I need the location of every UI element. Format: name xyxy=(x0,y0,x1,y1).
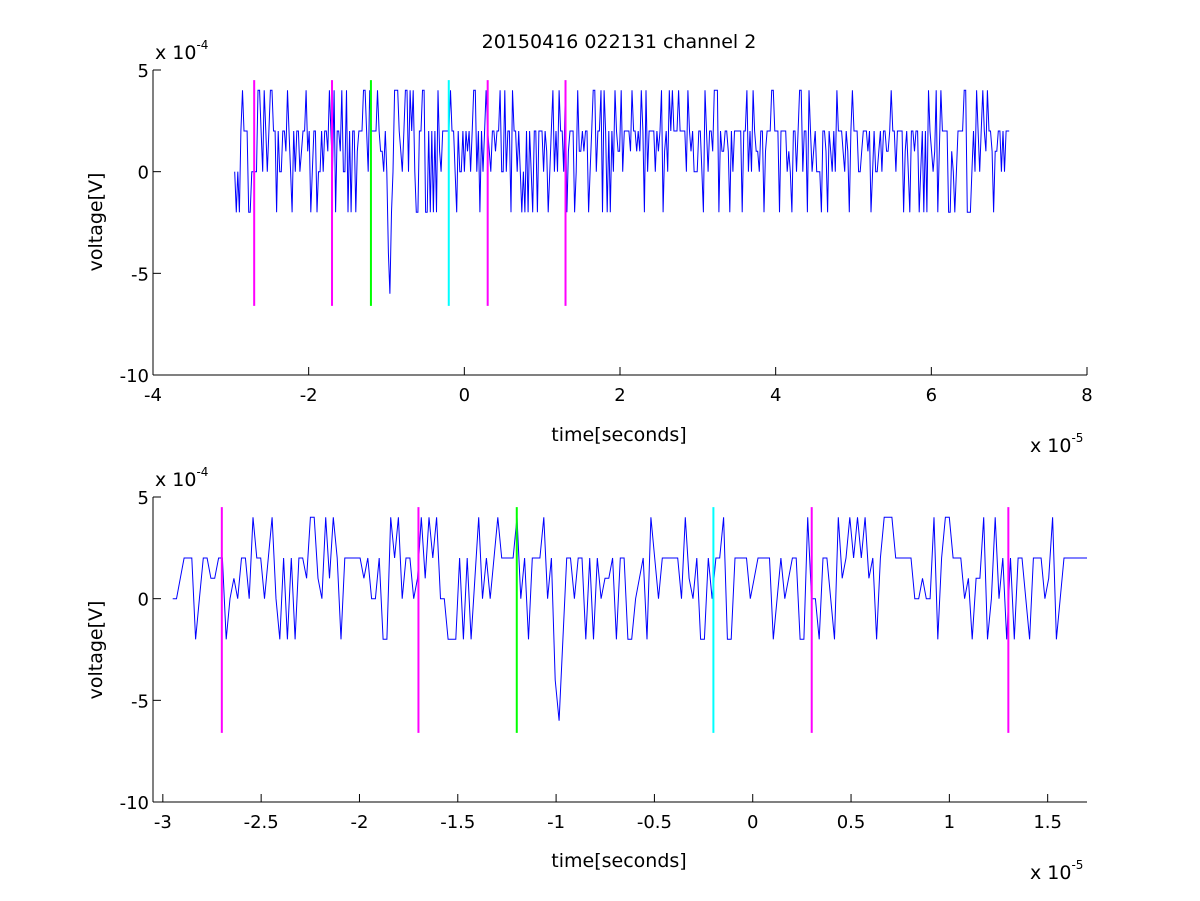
x-tick-label: 0 xyxy=(459,385,470,406)
x-tick-label: 8 xyxy=(1081,385,1092,406)
x-multiplier-exponent: -5 xyxy=(1071,431,1083,445)
x-tick-label: -0.5 xyxy=(637,812,672,833)
x-tick-label: -1 xyxy=(547,812,565,833)
x-multiplier: x 10-5 xyxy=(1030,858,1083,884)
x-tick-label: -2 xyxy=(350,812,368,833)
markers-group xyxy=(220,507,1010,733)
x-tick-label: 6 xyxy=(926,385,937,406)
y-axis-label: voltage[V] xyxy=(85,173,107,272)
y-tick-label: -5 xyxy=(131,264,149,285)
y-multiplier-exponent: -4 xyxy=(196,465,208,479)
x-tick-label: 0 xyxy=(747,812,758,833)
y-axis-label: voltage[V] xyxy=(85,601,107,700)
x-tick-label: 4 xyxy=(770,385,781,406)
x-tick-label: 0.5 xyxy=(837,812,866,833)
x-axis-label: time[seconds] xyxy=(551,850,686,872)
plot-top: -4 -2 0 2 4 6 8 -10 -5 0 5 time[seconds] voltage[… xyxy=(85,38,1093,457)
y-tick-label: 0 xyxy=(138,163,149,184)
x-multiplier-base: x 10 xyxy=(1030,862,1071,884)
x-tick-label: 1.5 xyxy=(1033,812,1062,833)
y-multiplier-exponent: -4 xyxy=(196,38,208,52)
y-multiplier-base: x 10 xyxy=(155,42,196,64)
x-tick-label: -3 xyxy=(154,812,172,833)
x-ticks: -4 -2 0 2 4 6 8 xyxy=(144,367,1093,406)
y-multiplier: x 10-4 xyxy=(155,465,208,491)
x-tick-label: -4 xyxy=(144,385,162,406)
y-ticks: -10 -5 0 5 xyxy=(120,61,161,387)
x-tick-label: 1 xyxy=(944,812,955,833)
plot-bottom: -3 -2.5 -2 -1.5 -1 -0.5 0 0.5 1 1.5 -10 -5 0 5 time[… xyxy=(85,465,1087,884)
series-line xyxy=(234,89,1010,294)
markers-group xyxy=(253,80,567,306)
y-tick-label: -5 xyxy=(131,691,149,712)
x-ticks: -3 -2.5 -2 -1.5 -1 -0.5 0 0.5 1 1.5 xyxy=(154,794,1062,833)
y-tick-label: -10 xyxy=(120,366,149,387)
y-ticks: -10 -5 0 5 xyxy=(120,488,161,814)
series-line xyxy=(172,516,1087,721)
x-tick-label: -1.5 xyxy=(440,812,475,833)
figure-title: 20150416 022131 channel 2 xyxy=(482,31,757,53)
x-tick-label: 2 xyxy=(614,385,625,406)
x-multiplier-exponent: -5 xyxy=(1071,858,1083,872)
y-tick-label: 5 xyxy=(138,488,149,509)
series-group xyxy=(172,516,1087,721)
y-tick-label: 0 xyxy=(138,590,149,611)
x-tick-label: -2.5 xyxy=(244,812,279,833)
x-tick-label: -2 xyxy=(300,385,318,406)
x-axis-label: time[seconds] xyxy=(551,424,686,446)
y-multiplier: x 10-4 xyxy=(155,38,208,64)
y-multiplier-base: x 10 xyxy=(155,469,196,491)
x-multiplier-base: x 10 xyxy=(1030,435,1071,457)
y-tick-label: 5 xyxy=(138,61,149,82)
x-multiplier: x 10-5 xyxy=(1030,431,1083,457)
y-tick-label: -10 xyxy=(120,793,149,814)
series-group xyxy=(234,89,1010,294)
